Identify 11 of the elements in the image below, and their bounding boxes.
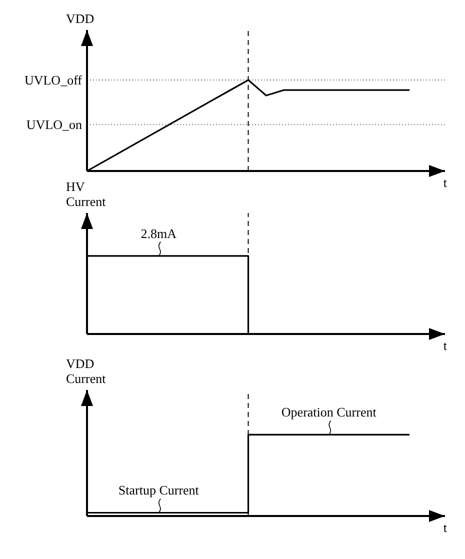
x-axis-title: t	[443, 175, 448, 190]
annotation: Startup Current	[118, 482, 200, 498]
ref-line-label: UVLO_off	[24, 72, 83, 88]
y-axis-title: VDD Current	[66, 356, 107, 386]
x-axis-title: t	[443, 338, 448, 353]
ref-line-label: UVLO_on	[26, 117, 82, 132]
annotation: Operation Current	[281, 404, 377, 420]
annotation: 2.8mA	[140, 226, 178, 241]
y-axis-title: VDD	[66, 11, 94, 26]
y-axis-title: HV Current	[66, 179, 107, 209]
x-axis-title: t	[443, 520, 448, 535]
